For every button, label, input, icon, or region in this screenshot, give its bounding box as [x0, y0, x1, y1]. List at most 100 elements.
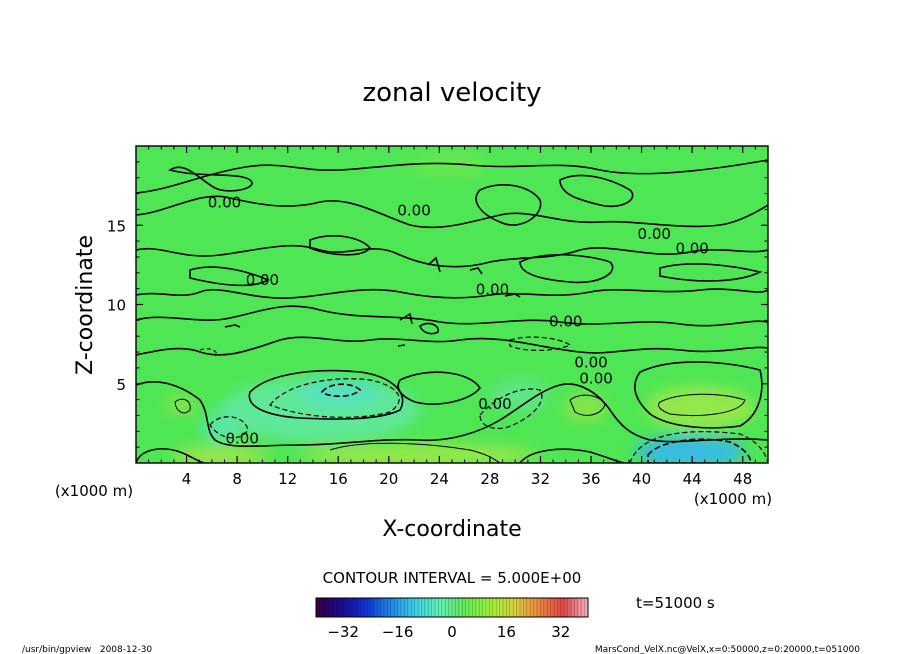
colorbar-cell: [350, 598, 354, 617]
colorbar-cell: [550, 598, 555, 617]
colorbar-cell: [503, 598, 507, 617]
colorbar-cell: [346, 598, 351, 617]
colorbar-cell: [462, 598, 466, 617]
colorbar-cell: [431, 598, 436, 617]
y-axis: 5 10 15: [107, 161, 768, 448]
colorbar-cell: [486, 598, 490, 617]
colorbar-tick-label: 16: [497, 623, 516, 641]
x-tick-label: 28: [480, 470, 499, 488]
x-tick-label: 48: [733, 470, 752, 488]
contour-label: 0.00: [478, 395, 511, 413]
x-tick-label: 32: [531, 470, 550, 488]
colorbar-cell: [343, 598, 347, 617]
colorbar-cell: [370, 598, 375, 617]
colorbar-cell: [377, 598, 381, 617]
y-tick-label: 5: [116, 376, 126, 394]
colorbar-cell: [407, 598, 412, 617]
x-tick-label: 8: [232, 470, 242, 488]
colorbar-cell: [373, 598, 378, 617]
contour-labels: 0.00 0.000.000.000.000.000.000.000.000.00…: [208, 193, 709, 447]
colorbar-cell: [316, 598, 320, 617]
colorbar-cell: [326, 598, 330, 617]
colorbar-cell: [336, 598, 341, 617]
colorbar-cell: [567, 598, 572, 617]
x-tick-label: 16: [329, 470, 348, 488]
colorbar-cell: [387, 598, 392, 617]
colorbar-cell: [526, 598, 531, 617]
colorbar-cell: [441, 598, 446, 617]
colorbar-cell: [411, 598, 415, 617]
colorbar-tick-label: 32: [551, 623, 570, 641]
colorbar-cell: [482, 598, 487, 617]
x-tick-label: 44: [683, 470, 702, 488]
colorbar-cell: [339, 598, 344, 617]
x-unit-label: (x1000 m): [55, 482, 133, 500]
colorbar-cell: [533, 598, 538, 617]
colorbar-cell: [584, 598, 589, 617]
contour-interval-label: CONTOUR INTERVAL = 5.000E+00: [323, 569, 582, 587]
x-tick-label: 4: [182, 470, 192, 488]
contour-label: 0.00: [397, 201, 430, 219]
colorbar-cell: [506, 598, 511, 617]
contour-label: 0.00: [208, 193, 241, 211]
colorbar-cell: [560, 598, 565, 617]
colorbar-cell: [458, 598, 463, 617]
colorbar-cell: [455, 598, 460, 617]
colorbar-cell: [384, 598, 388, 617]
colorbar-cell: [448, 598, 453, 617]
colorbar-cell: [360, 598, 364, 617]
colorbar-cell: [489, 598, 494, 617]
colorbar-cell: [571, 598, 575, 617]
colorbar-cell: [424, 598, 429, 617]
contour-label: 0.00: [675, 239, 708, 257]
contour-label: 0.00: [549, 312, 582, 330]
colorbar-cell: [479, 598, 483, 617]
colorbar-cell: [438, 598, 443, 617]
contour-label: 0.00: [476, 281, 509, 299]
colorbar-cell: [472, 598, 477, 617]
colorbar-cell: [574, 598, 579, 617]
time-label: t=51000 s: [636, 594, 715, 612]
y-axis-title: Z-coordinate: [73, 235, 98, 375]
x-tick-label: 36: [581, 470, 600, 488]
colorbar-cell: [540, 598, 545, 617]
contour-label: 0.00: [574, 354, 607, 372]
colorbar-cell: [380, 598, 385, 617]
colorbar-cell: [421, 598, 426, 617]
footer-right: MarsCond_VelX.nc@VelX,x=0:50000,z=0:2000…: [595, 645, 860, 654]
colorbar: [315, 598, 589, 617]
colorbar-frame: [315, 597, 589, 618]
x-tick-label: 24: [430, 470, 449, 488]
colorbar-cell: [353, 598, 358, 617]
x-axis: 4 8 12 16 20 24 28 32 36 40 44 48: [148, 146, 756, 488]
colorbar-cell: [530, 598, 534, 617]
colorbar-cell: [333, 598, 337, 617]
colorbar-cell: [577, 598, 582, 617]
colorbar-tick-label: −32: [327, 623, 359, 641]
colorbar-cell: [404, 598, 409, 617]
colorbar-ticks: −32 −16 0 16 32: [327, 623, 570, 641]
colorbar-cell: [557, 598, 562, 617]
colorbar-cell: [492, 598, 497, 617]
colorbar-cell: [469, 598, 473, 617]
x-tick-label: 12: [278, 470, 297, 488]
chart-title: zonal velocity: [362, 78, 541, 108]
x-tick-label: 40: [632, 470, 651, 488]
contour-label: 0.00: [246, 271, 279, 289]
colorbar-cell: [537, 598, 541, 617]
contour-lines: [136, 159, 768, 463]
colorbar-cell: [516, 598, 521, 617]
colorbar-cell: [554, 598, 558, 617]
contour-label: 0.00: [225, 430, 258, 448]
contour-label: 0.00: [579, 369, 612, 387]
colorbar-cell: [465, 598, 470, 617]
colorbar-cell: [496, 598, 500, 617]
y-tick-label: 10: [107, 297, 126, 315]
colorbar-cell: [499, 598, 504, 617]
colorbar-cell: [520, 598, 524, 617]
y-tick-label: 15: [107, 217, 126, 235]
colorbar-cell: [356, 598, 361, 617]
colorbar-cell: [523, 598, 528, 617]
colorbar-cell: [543, 598, 548, 617]
